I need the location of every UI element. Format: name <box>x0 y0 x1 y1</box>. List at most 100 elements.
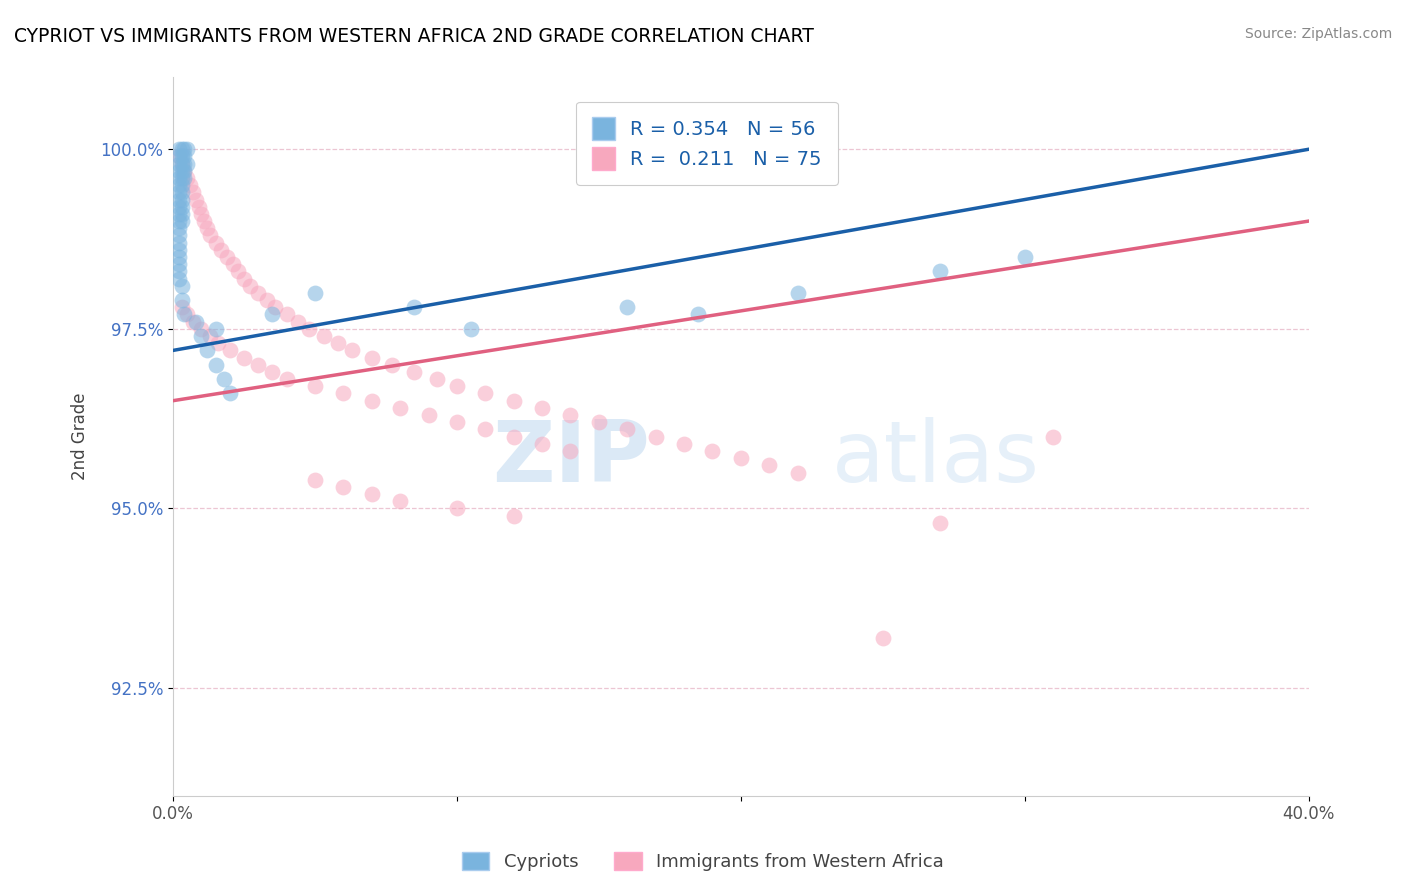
Point <box>167 142 190 156</box>
Point <box>167 264 190 278</box>
Point <box>173 156 195 170</box>
Point <box>446 379 468 393</box>
Point <box>502 429 524 443</box>
Point <box>688 308 710 322</box>
Point <box>173 164 195 178</box>
Point <box>184 193 207 207</box>
Point <box>167 207 190 221</box>
Point <box>167 221 190 235</box>
Point <box>262 308 284 322</box>
Point <box>176 142 198 156</box>
Point <box>389 401 412 415</box>
Point <box>786 285 808 300</box>
Point <box>332 386 354 401</box>
Point <box>460 322 482 336</box>
Point <box>212 372 235 386</box>
Point <box>239 278 262 293</box>
Text: CYPRIOT VS IMMIGRANTS FROM WESTERN AFRICA 2ND GRADE CORRELATION CHART: CYPRIOT VS IMMIGRANTS FROM WESTERN AFRIC… <box>14 27 814 45</box>
Point <box>167 164 190 178</box>
Point <box>173 149 195 163</box>
Point <box>404 365 426 379</box>
Point <box>264 301 287 315</box>
Point <box>198 228 221 243</box>
Point <box>170 164 193 178</box>
Point <box>190 329 212 343</box>
Point <box>360 487 382 501</box>
Point <box>560 408 582 422</box>
Text: ZIP: ZIP <box>492 417 650 500</box>
Point <box>644 429 666 443</box>
Point <box>262 365 284 379</box>
Point <box>204 358 226 372</box>
Point <box>928 516 950 530</box>
Point <box>167 156 190 170</box>
Point <box>1042 429 1064 443</box>
Point <box>228 264 250 278</box>
Point <box>176 308 198 322</box>
Point <box>167 186 190 200</box>
Point <box>170 214 193 228</box>
Point <box>176 156 198 170</box>
Point <box>673 437 696 451</box>
Point <box>170 186 193 200</box>
Point <box>195 221 218 235</box>
Point <box>304 473 326 487</box>
Point <box>170 200 193 214</box>
Point <box>193 214 215 228</box>
Legend: Cypriots, Immigrants from Western Africa: Cypriots, Immigrants from Western Africa <box>456 845 950 879</box>
Point <box>247 358 270 372</box>
Point <box>312 329 335 343</box>
Point <box>167 200 190 214</box>
Point <box>184 315 207 329</box>
Point <box>167 193 190 207</box>
Point <box>247 285 270 300</box>
Point <box>326 336 349 351</box>
Point <box>170 193 193 207</box>
Point <box>418 408 440 422</box>
Point <box>167 171 190 186</box>
Point <box>195 343 218 358</box>
Point <box>474 386 496 401</box>
Point <box>204 235 226 250</box>
Point <box>872 631 894 645</box>
Point <box>170 156 193 170</box>
Point <box>170 178 193 193</box>
Point <box>1014 250 1036 264</box>
Point <box>221 257 243 271</box>
Point <box>170 301 193 315</box>
Point <box>176 171 198 186</box>
Point <box>218 343 240 358</box>
Point <box>702 444 724 458</box>
Point <box>340 343 363 358</box>
Point <box>446 415 468 429</box>
Point <box>502 393 524 408</box>
Point <box>332 480 354 494</box>
Point <box>173 308 195 322</box>
Point <box>560 444 582 458</box>
Point <box>758 458 780 473</box>
Point <box>209 243 232 257</box>
Point <box>170 171 193 186</box>
Point <box>287 315 309 329</box>
Point <box>167 243 190 257</box>
Point <box>256 293 278 307</box>
Point <box>170 156 193 170</box>
Point <box>170 149 193 163</box>
Point <box>233 271 256 285</box>
Point <box>502 508 524 523</box>
Point <box>167 257 190 271</box>
Point <box>276 372 298 386</box>
Point <box>531 401 554 415</box>
Point <box>215 250 238 264</box>
Text: atlas: atlas <box>832 417 1039 500</box>
Point <box>276 308 298 322</box>
Text: Source: ZipAtlas.com: Source: ZipAtlas.com <box>1244 27 1392 41</box>
Point <box>426 372 449 386</box>
Point <box>360 393 382 408</box>
Point <box>173 171 195 186</box>
Point <box>173 164 195 178</box>
Point <box>167 271 190 285</box>
Point <box>474 422 496 436</box>
Point <box>190 322 212 336</box>
Point <box>167 228 190 243</box>
